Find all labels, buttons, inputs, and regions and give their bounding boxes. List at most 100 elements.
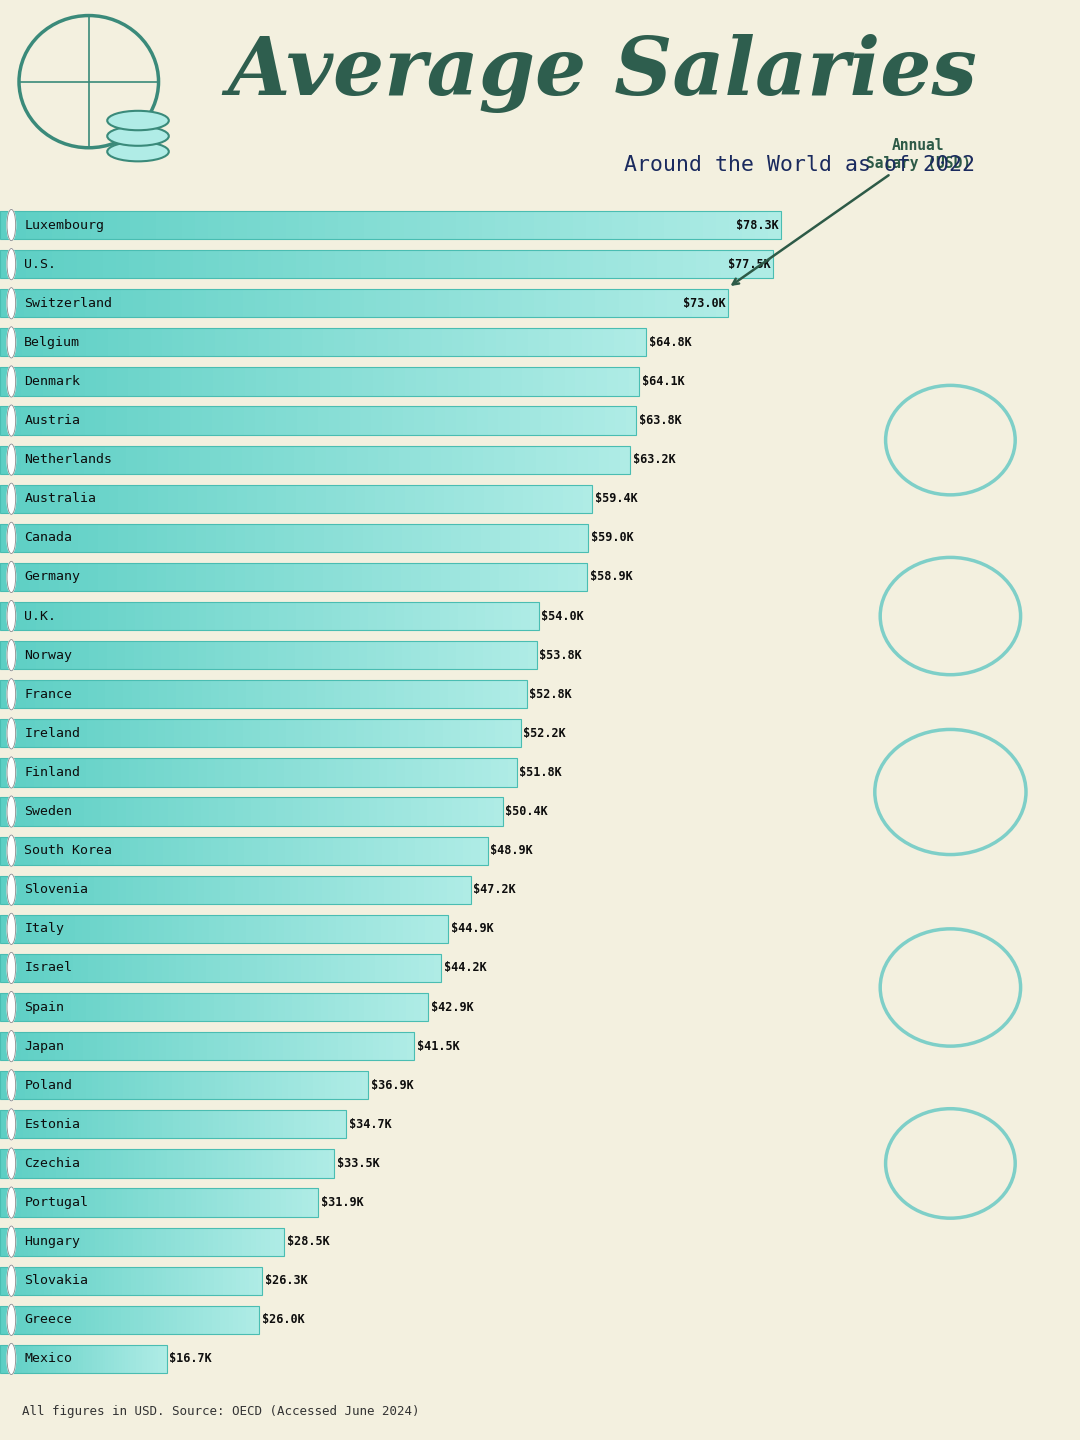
- Bar: [158, 1267, 163, 1295]
- Bar: [593, 251, 606, 278]
- Bar: [410, 798, 420, 825]
- Bar: [232, 759, 242, 786]
- Bar: [0, 994, 8, 1021]
- Bar: [222, 1149, 229, 1178]
- Bar: [458, 602, 468, 631]
- Bar: [157, 1227, 162, 1256]
- Bar: [180, 759, 190, 786]
- Bar: [384, 876, 393, 904]
- Bar: [431, 602, 441, 631]
- Text: $26.0K: $26.0K: [262, 1313, 305, 1326]
- Bar: [242, 602, 253, 631]
- Bar: [125, 953, 133, 982]
- Bar: [201, 798, 211, 825]
- Bar: [181, 367, 192, 396]
- Bar: [393, 641, 403, 670]
- Bar: [509, 406, 521, 435]
- Bar: [226, 524, 237, 552]
- Bar: [536, 445, 548, 474]
- Bar: [442, 445, 453, 474]
- Text: Luxembourg: Luxembourg: [25, 219, 105, 232]
- Bar: [392, 563, 403, 590]
- Bar: [42, 798, 51, 825]
- Bar: [50, 1345, 54, 1372]
- Circle shape: [8, 796, 16, 827]
- Bar: [9, 837, 17, 865]
- Text: All figures in USD. Source: OECD (Accessed June 2024): All figures in USD. Source: OECD (Access…: [22, 1404, 419, 1418]
- Circle shape: [8, 757, 16, 788]
- Bar: [438, 837, 448, 865]
- Bar: [221, 994, 229, 1021]
- Bar: [21, 1032, 28, 1060]
- Bar: [303, 289, 316, 317]
- Bar: [0, 837, 9, 865]
- Bar: [68, 563, 79, 590]
- Bar: [265, 524, 275, 552]
- Bar: [162, 1149, 167, 1178]
- Bar: [87, 680, 97, 708]
- Bar: [153, 1071, 160, 1099]
- Bar: [6, 1071, 13, 1099]
- Bar: [0, 563, 588, 590]
- Bar: [179, 914, 188, 943]
- Bar: [22, 367, 32, 396]
- Bar: [450, 563, 461, 590]
- Bar: [33, 1345, 37, 1372]
- Bar: [296, 251, 310, 278]
- Bar: [122, 1267, 127, 1295]
- Bar: [127, 1227, 134, 1256]
- Bar: [309, 837, 318, 865]
- Bar: [57, 994, 65, 1021]
- Bar: [477, 798, 487, 825]
- Bar: [129, 1149, 135, 1178]
- Circle shape: [8, 444, 16, 475]
- Bar: [197, 641, 206, 670]
- Bar: [352, 1032, 360, 1060]
- Bar: [173, 1149, 179, 1178]
- Bar: [188, 876, 197, 904]
- Bar: [119, 1227, 124, 1256]
- Bar: [322, 251, 336, 278]
- Bar: [226, 719, 235, 747]
- Bar: [260, 719, 270, 747]
- Bar: [696, 251, 710, 278]
- Bar: [557, 445, 568, 474]
- Bar: [31, 1188, 38, 1217]
- Bar: [147, 759, 156, 786]
- Bar: [276, 1032, 284, 1060]
- Bar: [374, 914, 381, 943]
- Bar: [133, 1188, 138, 1217]
- Bar: [246, 1227, 252, 1256]
- Bar: [9, 798, 17, 825]
- Bar: [279, 994, 286, 1021]
- Bar: [206, 524, 217, 552]
- Text: $59.4K: $59.4K: [595, 492, 638, 505]
- Bar: [529, 563, 539, 590]
- Bar: [211, 680, 220, 708]
- Bar: [307, 994, 314, 1021]
- Bar: [328, 406, 340, 435]
- Bar: [124, 1032, 132, 1060]
- Bar: [246, 914, 255, 943]
- Bar: [455, 837, 464, 865]
- Bar: [52, 1306, 57, 1333]
- Bar: [164, 1306, 170, 1333]
- Bar: [629, 367, 640, 396]
- Bar: [434, 485, 445, 513]
- Bar: [18, 1071, 26, 1099]
- Bar: [539, 328, 550, 357]
- Circle shape: [8, 991, 16, 1022]
- Bar: [593, 328, 604, 357]
- Bar: [159, 1345, 162, 1372]
- Bar: [294, 1110, 301, 1139]
- Bar: [157, 563, 167, 590]
- Bar: [147, 953, 156, 982]
- Bar: [243, 798, 253, 825]
- Bar: [235, 563, 245, 590]
- Bar: [10, 1227, 15, 1256]
- Bar: [259, 1110, 266, 1139]
- Bar: [334, 837, 342, 865]
- Bar: [100, 798, 110, 825]
- Bar: [345, 759, 354, 786]
- Bar: [170, 1188, 176, 1217]
